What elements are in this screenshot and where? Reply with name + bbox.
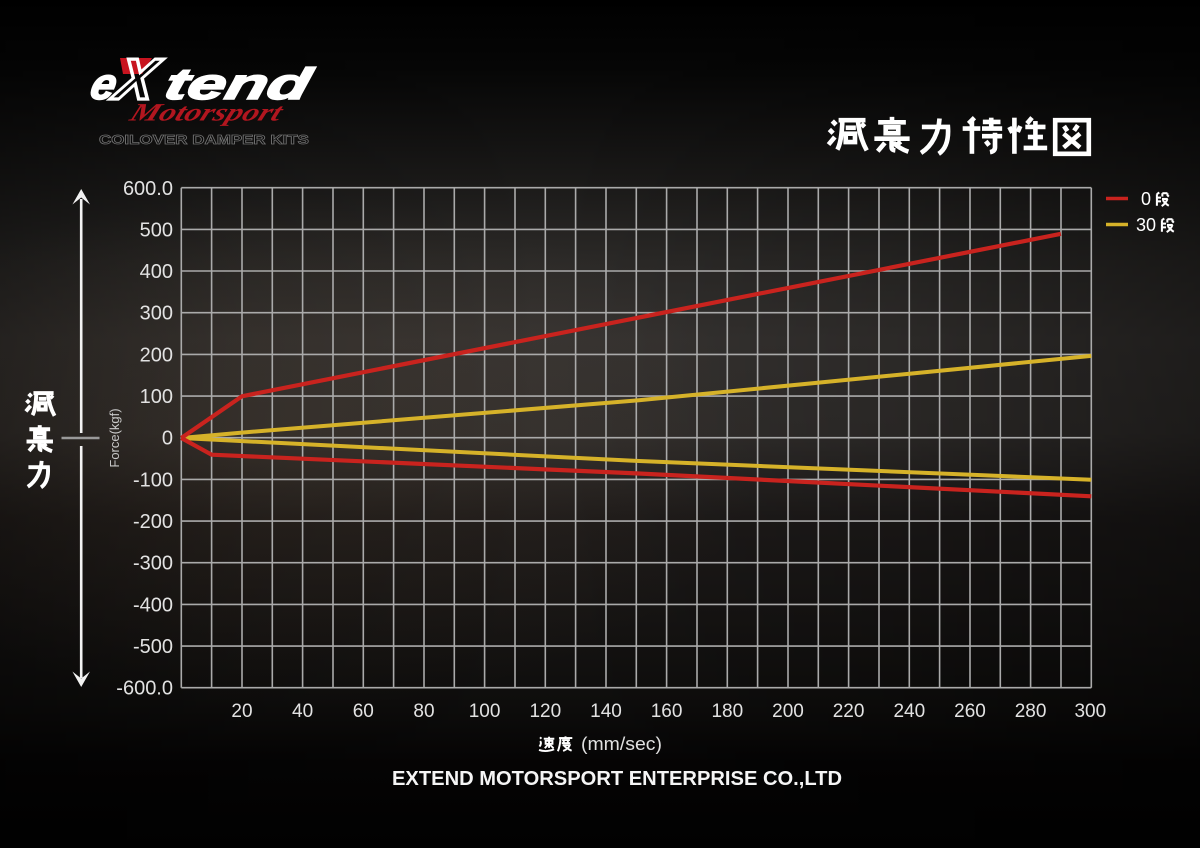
svg-text:400: 400 bbox=[140, 261, 173, 283]
svg-text:tend: tend bbox=[160, 61, 319, 109]
svg-text:0: 0 bbox=[1141, 189, 1151, 209]
svg-text:20: 20 bbox=[231, 701, 252, 722]
svg-text:160: 160 bbox=[651, 701, 683, 722]
svg-text:120: 120 bbox=[529, 701, 561, 722]
svg-text:-200: -200 bbox=[133, 511, 173, 533]
svg-text:240: 240 bbox=[893, 701, 925, 722]
svg-text:-100: -100 bbox=[133, 469, 173, 491]
svg-text:200: 200 bbox=[772, 701, 804, 722]
svg-text:0: 0 bbox=[162, 428, 173, 450]
svg-text:500: 500 bbox=[140, 219, 173, 241]
svg-text:100: 100 bbox=[469, 701, 501, 722]
svg-text:-300: -300 bbox=[133, 553, 173, 575]
svg-text:100: 100 bbox=[140, 386, 173, 408]
svg-text:Motorsport: Motorsport bbox=[125, 98, 288, 126]
svg-text:COILOVER DAMPER KITS: COILOVER DAMPER KITS bbox=[99, 132, 309, 147]
svg-text:200: 200 bbox=[140, 344, 173, 366]
svg-text:-400: -400 bbox=[133, 594, 173, 616]
svg-text:260: 260 bbox=[954, 701, 986, 722]
svg-text:300: 300 bbox=[1074, 701, 1106, 722]
svg-text:EXTEND MOTORSPORT ENTERPRISE C: EXTEND MOTORSPORT ENTERPRISE CO.,LTD bbox=[392, 767, 842, 790]
svg-text:-600.0: -600.0 bbox=[116, 678, 173, 700]
svg-text:180: 180 bbox=[711, 701, 743, 722]
svg-text:(mm/sec): (mm/sec) bbox=[581, 734, 662, 754]
svg-text:140: 140 bbox=[590, 701, 622, 722]
svg-text:80: 80 bbox=[413, 701, 434, 722]
svg-text:300: 300 bbox=[140, 303, 173, 325]
svg-text:60: 60 bbox=[353, 701, 374, 722]
svg-text:40: 40 bbox=[292, 701, 313, 722]
svg-text:-500: -500 bbox=[133, 636, 173, 658]
svg-text:280: 280 bbox=[1015, 701, 1047, 722]
svg-text:Force(kgf): Force(kgf) bbox=[107, 408, 122, 467]
svg-text:30: 30 bbox=[1136, 215, 1156, 235]
svg-text:600.0: 600.0 bbox=[123, 178, 173, 200]
svg-text:220: 220 bbox=[833, 701, 865, 722]
